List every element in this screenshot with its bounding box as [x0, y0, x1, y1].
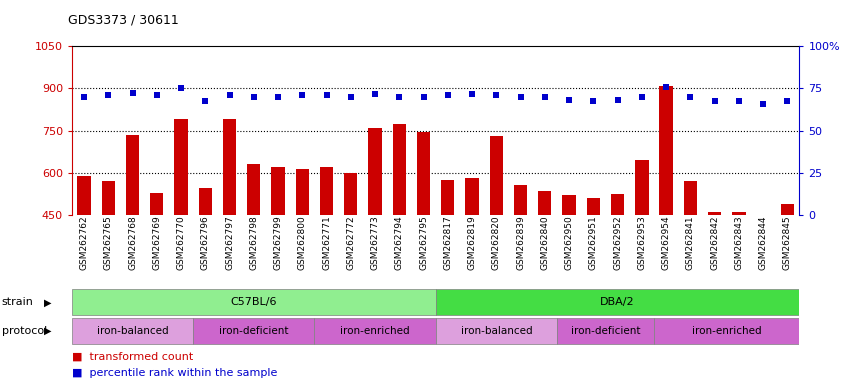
Text: iron-deficient: iron-deficient [219, 326, 288, 336]
Text: iron-enriched: iron-enriched [340, 326, 409, 336]
Text: GSM262798: GSM262798 [250, 215, 258, 270]
Text: GSM262768: GSM262768 [128, 215, 137, 270]
Bar [295, 169, 309, 215]
Text: GSM262762: GSM262762 [80, 215, 89, 270]
Bar [557, 318, 654, 344]
Bar [611, 194, 624, 215]
Bar [174, 119, 188, 215]
Bar [344, 173, 358, 215]
Text: GSM262772: GSM262772 [346, 215, 355, 270]
Bar [490, 136, 503, 215]
Bar [417, 132, 431, 215]
Bar [514, 185, 527, 215]
Text: iron-balanced: iron-balanced [96, 326, 168, 336]
Bar [368, 128, 382, 215]
Text: GSM262769: GSM262769 [152, 215, 162, 270]
Text: GDS3373 / 30611: GDS3373 / 30611 [68, 14, 179, 27]
Bar [586, 198, 600, 215]
Text: iron-deficient: iron-deficient [571, 326, 640, 336]
Bar [150, 192, 163, 215]
Text: GSM262845: GSM262845 [783, 215, 792, 270]
Bar [441, 180, 454, 215]
Text: GSM262840: GSM262840 [541, 215, 549, 270]
Text: GSM262953: GSM262953 [637, 215, 646, 270]
Bar [222, 119, 236, 215]
Bar [781, 204, 794, 215]
Text: DBA/2: DBA/2 [601, 297, 634, 308]
Text: GSM262841: GSM262841 [686, 215, 695, 270]
Bar [199, 188, 212, 215]
Text: GSM262771: GSM262771 [322, 215, 331, 270]
Text: iron-enriched: iron-enriched [692, 326, 761, 336]
Bar [732, 212, 745, 215]
Text: GSM262817: GSM262817 [443, 215, 453, 270]
Text: protocol: protocol [2, 326, 47, 336]
Text: GSM262843: GSM262843 [734, 215, 744, 270]
Bar [436, 290, 799, 315]
Bar [72, 318, 193, 344]
Bar [315, 318, 436, 344]
Bar [684, 181, 697, 215]
Bar [708, 212, 722, 215]
Text: GSM262765: GSM262765 [104, 215, 113, 270]
Text: GSM262954: GSM262954 [662, 215, 671, 270]
Bar [77, 175, 91, 215]
Text: ▶: ▶ [44, 326, 52, 336]
Bar [538, 191, 552, 215]
Bar [465, 179, 479, 215]
Bar [126, 135, 140, 215]
Bar [247, 164, 261, 215]
Bar [635, 160, 649, 215]
Text: GSM262839: GSM262839 [516, 215, 525, 270]
Bar [563, 195, 576, 215]
Text: GSM262844: GSM262844 [759, 215, 767, 270]
Text: GSM262951: GSM262951 [589, 215, 598, 270]
Text: ■  transformed count: ■ transformed count [72, 351, 193, 361]
Text: ■  percentile rank within the sample: ■ percentile rank within the sample [72, 368, 277, 378]
Text: GSM262797: GSM262797 [225, 215, 234, 270]
Text: GSM262796: GSM262796 [201, 215, 210, 270]
Bar [659, 86, 673, 215]
Bar [320, 167, 333, 215]
Bar [756, 215, 770, 217]
Bar [102, 181, 115, 215]
Text: GSM262842: GSM262842 [710, 215, 719, 270]
Bar [654, 318, 799, 344]
Text: ▶: ▶ [44, 297, 52, 308]
Bar [72, 290, 436, 315]
Bar [393, 124, 406, 215]
Text: iron-balanced: iron-balanced [460, 326, 532, 336]
Text: GSM262952: GSM262952 [613, 215, 622, 270]
Text: GSM262773: GSM262773 [371, 215, 380, 270]
Text: GSM262820: GSM262820 [492, 215, 501, 270]
Text: C57BL/6: C57BL/6 [231, 297, 277, 308]
Bar [193, 318, 315, 344]
Bar [272, 167, 285, 215]
Text: GSM262770: GSM262770 [177, 215, 185, 270]
Text: GSM262819: GSM262819 [468, 215, 476, 270]
Bar [436, 318, 557, 344]
Text: GSM262799: GSM262799 [273, 215, 283, 270]
Text: GSM262794: GSM262794 [395, 215, 404, 270]
Text: GSM262950: GSM262950 [564, 215, 574, 270]
Text: GSM262800: GSM262800 [298, 215, 307, 270]
Text: GSM262795: GSM262795 [419, 215, 428, 270]
Text: strain: strain [2, 297, 34, 308]
